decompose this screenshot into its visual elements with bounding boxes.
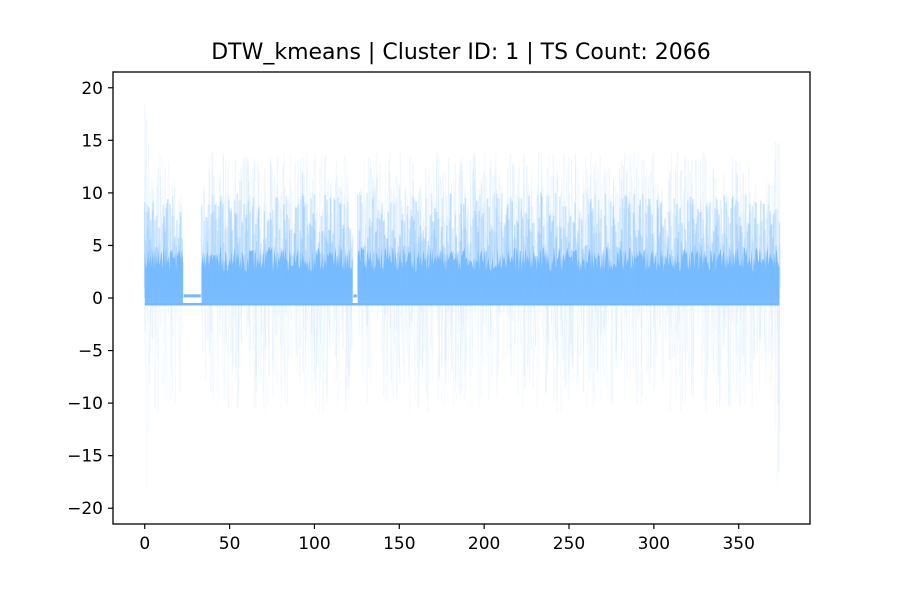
series-spike-down	[336, 304, 337, 356]
series-spike-down	[469, 304, 470, 330]
x-tick-label: 0	[139, 534, 150, 554]
y-tick-label: −20	[67, 499, 103, 519]
series-spike-down	[157, 304, 158, 359]
series-spike-down	[365, 304, 366, 313]
series-spike-down	[571, 304, 572, 357]
series-spike-down	[179, 304, 180, 364]
series-spike-down	[287, 304, 288, 406]
series-spike-down	[757, 304, 758, 349]
series-spike-down	[650, 304, 651, 383]
series-spike-down	[611, 304, 612, 403]
series-spike-down	[241, 304, 242, 346]
series-spike-down	[370, 304, 371, 386]
series-spike-down	[568, 304, 569, 400]
series-spike-down	[539, 304, 540, 375]
series-spike-down	[747, 304, 748, 336]
series-spike-down	[730, 304, 731, 407]
series-spike-down	[694, 304, 695, 364]
series-spike-down	[554, 304, 555, 403]
series-spike-down	[220, 304, 221, 334]
series-spike-down	[564, 304, 565, 381]
series-spike-down	[260, 304, 261, 384]
series-spike-down	[728, 304, 729, 407]
x-tick-label: 250	[553, 534, 585, 554]
series-spike-down	[338, 304, 339, 405]
y-tick-label: −10	[67, 394, 103, 414]
x-tick-label: 150	[383, 534, 415, 554]
y-tick-label: −5	[78, 342, 103, 362]
series-spike-down	[765, 304, 766, 385]
series-spike-down	[393, 304, 394, 398]
series-spike-down	[390, 304, 391, 327]
series-spike-down	[572, 304, 573, 366]
series-spike-down	[331, 304, 332, 324]
series-spike-down	[342, 304, 343, 347]
series-spike-down	[574, 304, 575, 325]
series-spike-down	[467, 304, 468, 321]
series-spike-down	[384, 304, 385, 396]
series-spike-down	[608, 304, 609, 327]
series-spike-down	[208, 304, 209, 339]
series-spike-down	[175, 304, 176, 403]
series-spike-down	[267, 304, 268, 331]
series-spike-down	[405, 304, 406, 332]
y-tick-label: 0	[92, 289, 103, 309]
x-tick-label: 50	[219, 534, 241, 554]
x-tick-label: 350	[722, 534, 754, 554]
series-spike-down	[657, 304, 658, 318]
series-spike-down	[161, 304, 162, 323]
series-spike-down	[453, 304, 454, 403]
x-tick-label: 100	[298, 534, 330, 554]
y-tick-label: 20	[81, 79, 103, 99]
series-spike-down	[660, 304, 661, 334]
series-spike-down	[510, 304, 511, 377]
series-spike-down	[339, 304, 340, 345]
series-spike-down	[537, 304, 538, 406]
series-spike-down	[589, 304, 590, 381]
y-tick-label: −15	[67, 447, 103, 467]
series-spike-down	[779, 304, 780, 471]
series-spike-down	[155, 304, 156, 334]
series-spike-down	[557, 304, 558, 412]
series-spike-down	[455, 304, 456, 398]
series-spike-down	[182, 304, 183, 334]
series-spike-down	[596, 304, 597, 339]
series-spike-down	[498, 304, 499, 365]
x-tick-label: 300	[638, 534, 670, 554]
y-tick-label: 15	[81, 131, 103, 151]
series-spike-down	[711, 304, 712, 352]
y-tick-label: 5	[92, 236, 103, 256]
series-spike-down	[409, 304, 410, 378]
series-spike-down	[297, 304, 298, 374]
series-spike-down	[624, 304, 625, 399]
series-spike-down	[265, 304, 266, 362]
x-tick-label: 200	[468, 534, 500, 554]
y-tick-label: 10	[81, 184, 103, 204]
series-spike-down	[648, 304, 649, 383]
series-spike-down	[602, 304, 603, 365]
chart-title: DTW_kmeans | Cluster ID: 1 | TS Count: 2…	[211, 40, 711, 65]
series-spike-down	[503, 304, 504, 360]
series-spike-down	[304, 304, 305, 331]
